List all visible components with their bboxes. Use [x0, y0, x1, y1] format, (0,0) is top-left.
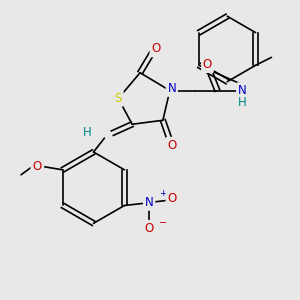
Text: N: N — [238, 84, 247, 97]
Text: −: − — [159, 218, 167, 228]
Text: S: S — [115, 92, 122, 105]
Text: O: O — [32, 160, 41, 173]
Text: N: N — [167, 82, 176, 95]
Text: O: O — [167, 139, 176, 152]
Text: N: N — [145, 196, 154, 209]
Text: +: + — [159, 189, 166, 198]
Text: O: O — [167, 192, 177, 205]
Text: O: O — [151, 42, 160, 56]
Text: H: H — [83, 126, 92, 139]
Text: H: H — [238, 96, 247, 109]
Text: O: O — [145, 222, 154, 235]
Text: O: O — [203, 58, 212, 71]
